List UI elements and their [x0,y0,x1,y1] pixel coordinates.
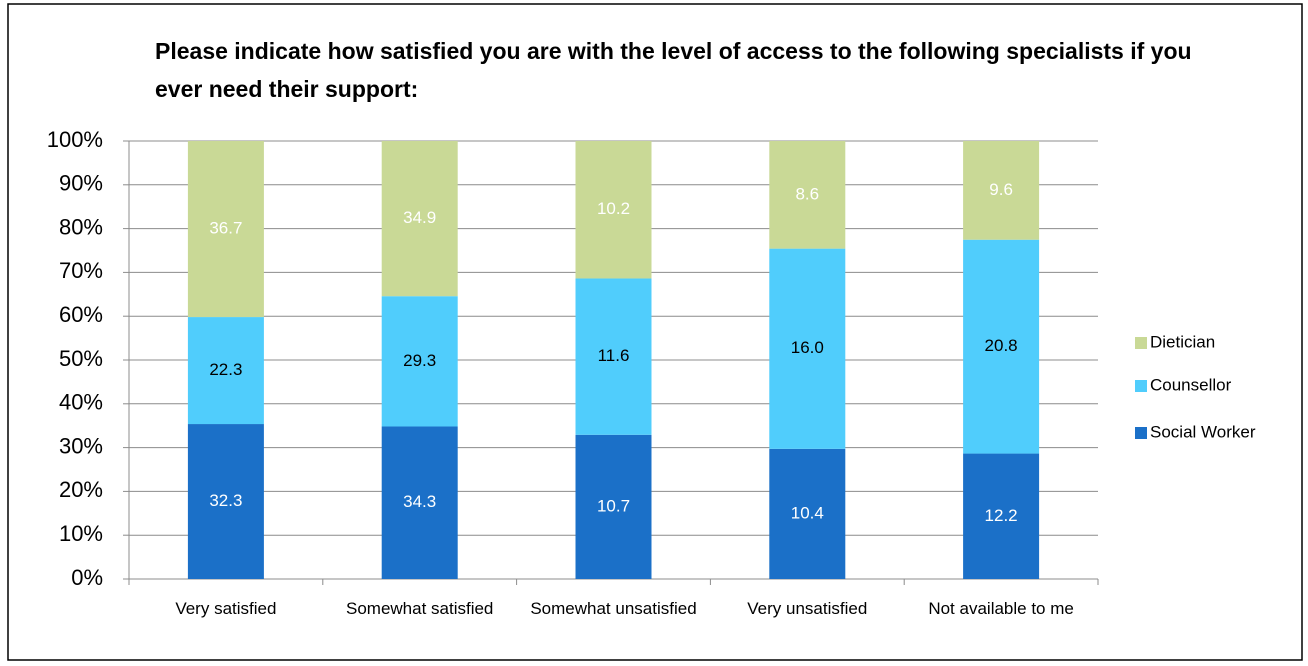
bar-segment [381,296,458,427]
bar-segment [769,141,846,249]
legend-label: Dietician [1150,332,1215,351]
bar-segment [769,448,846,579]
data-label: 11.6 [598,346,630,365]
y-tick-label: 80% [59,214,103,239]
legend-swatch [1135,427,1147,439]
data-label: 34.3 [403,492,436,511]
data-label: 34.9 [403,208,436,227]
y-tick-label: 90% [59,171,103,196]
x-tick-label: Very satisfied [175,599,277,618]
y-tick-label: 30% [59,433,103,458]
y-tick-label: 20% [59,477,103,502]
data-label: 10.2 [597,199,630,218]
data-label: 16.0 [791,338,824,357]
bar-segment [963,141,1040,240]
data-label: 22.3 [209,360,242,379]
x-tick-label: Somewhat satisfied [345,599,494,618]
data-label: 20.8 [985,336,1018,355]
bar-segment [575,434,652,579]
frame [7,3,1303,661]
bar-segment [187,141,264,318]
bar-segment [575,141,652,279]
legend-label: Social Worker [1150,422,1256,441]
bar-segment [963,453,1040,579]
data-label: 10.7 [597,496,630,515]
bar-segment [381,141,458,297]
bar-segment [963,239,1040,454]
y-tick-label: 10% [59,521,103,546]
bar-segment [381,426,458,579]
y-tick-label: 0% [71,565,103,590]
bar-segment [187,317,264,425]
y-tick-label: 50% [59,346,103,371]
y-tick-label: 70% [59,258,103,283]
data-label: 32.3 [209,491,242,510]
x-tick-label: Very unsatisfied [747,599,868,618]
data-label: 8.6 [795,184,819,203]
legend-swatch [1135,337,1147,349]
bar-segment [575,278,652,435]
bar-segment [769,248,846,449]
bar-segment [187,424,264,579]
data-label: 36.7 [209,219,242,238]
chart-title: Please indicate how satisfied you are wi… [155,38,1192,102]
x-tick-label: Not available to me [928,599,1074,618]
y-tick-label: 60% [59,302,103,327]
y-tick-label: 40% [59,390,103,415]
x-tick-label: Somewhat unsatisfied [530,599,697,618]
legend-swatch [1135,380,1147,392]
data-label: 10.4 [791,503,824,522]
data-label: 12.2 [985,506,1018,525]
y-tick-label: 100% [47,127,103,152]
data-label: 29.3 [403,351,436,370]
legend-label: Counsellor [1150,375,1232,394]
data-label: 9.6 [989,180,1013,199]
